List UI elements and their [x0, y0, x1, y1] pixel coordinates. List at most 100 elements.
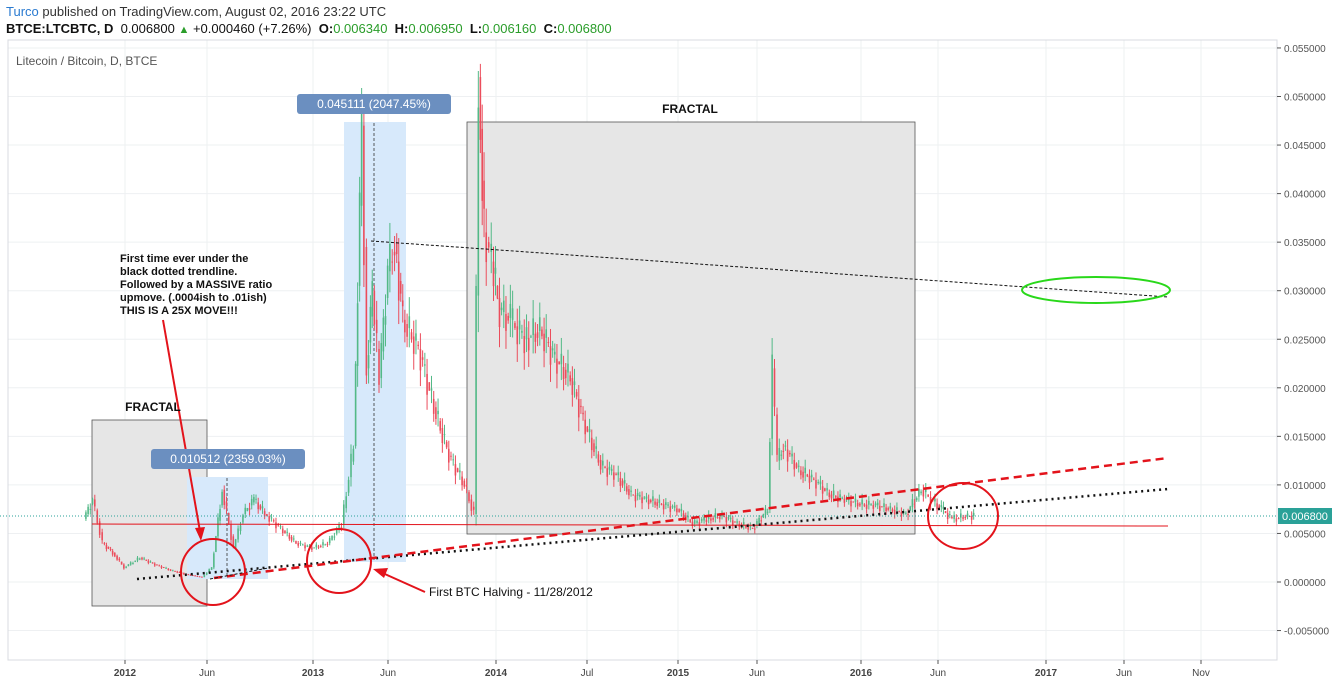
candle-body	[120, 561, 123, 565]
symbol-label: BTCE:LTCBTC, D	[6, 21, 114, 36]
candle-body	[619, 477, 622, 486]
y-tick-label: 0.020000	[1284, 384, 1326, 395]
candle-body	[804, 467, 807, 474]
price-change: +0.000460 (+7.26%)	[192, 21, 312, 36]
candle-body	[389, 244, 391, 272]
measure-label-small-bg	[151, 449, 305, 469]
candle-body	[608, 466, 611, 470]
candle-body	[470, 499, 473, 511]
candle-body	[883, 503, 885, 507]
candle-body	[187, 574, 190, 576]
candle-body	[597, 454, 600, 463]
x-tick-label: Jun	[380, 668, 396, 679]
candle-body	[89, 508, 92, 510]
halving-arrow-line	[377, 570, 426, 593]
candle-body	[123, 564, 125, 569]
candle-body	[443, 434, 446, 436]
candle-body	[649, 500, 652, 503]
candle-body	[929, 497, 932, 505]
candle-body	[514, 323, 516, 328]
candle-body	[290, 536, 293, 541]
candle-body	[898, 511, 900, 513]
candle-body	[356, 303, 359, 366]
candle-body	[268, 516, 270, 522]
candle-body	[654, 501, 656, 505]
note-line-1: First time ever under the	[120, 253, 248, 265]
candle-body	[946, 513, 949, 520]
candle-body	[815, 480, 817, 489]
red-dashed-trendline	[213, 456, 1169, 580]
candle-body	[257, 502, 259, 510]
candle-body	[485, 232, 488, 263]
price-badge-bg	[1278, 508, 1332, 524]
candle-body	[786, 449, 789, 462]
chart-title: Litecoin / Bitcoin, D, BTCE	[16, 54, 157, 68]
candle-body	[760, 520, 763, 522]
candle-body	[691, 521, 694, 527]
candle-body	[261, 506, 264, 509]
candle-body	[395, 242, 398, 255]
candle-body	[716, 517, 719, 519]
candle-body	[354, 363, 357, 447]
candle-body	[784, 445, 787, 447]
fractal-box-large	[466, 121, 916, 535]
candle-body	[272, 520, 275, 522]
x-tick-label: Nov	[1192, 668, 1210, 679]
candle-body	[753, 528, 756, 530]
candle-body	[461, 476, 463, 486]
candle-body	[297, 543, 300, 546]
candle-body	[192, 575, 194, 577]
candle-body	[839, 494, 841, 498]
candle-body	[169, 569, 172, 571]
candle-body	[143, 558, 145, 560]
x-tick-label: 2014	[485, 668, 508, 679]
candle-body	[693, 520, 696, 524]
candle-body	[145, 559, 148, 561]
note-line-4: upmove. (.0004ish to .01ish)	[120, 292, 267, 304]
candle-body	[447, 448, 450, 463]
candle-body	[934, 498, 936, 502]
candle-body	[380, 343, 383, 379]
candle-body	[872, 505, 875, 509]
candle-body	[776, 414, 778, 455]
candle-body	[96, 510, 99, 523]
candle-body	[577, 398, 580, 418]
candle-body	[215, 536, 217, 552]
candle-body	[764, 508, 767, 515]
candle-body	[263, 511, 266, 517]
candle-body	[153, 563, 156, 566]
candle-body	[492, 261, 495, 287]
candle-body	[365, 247, 368, 376]
author-link[interactable]: Turco	[6, 4, 39, 19]
candle-body	[613, 472, 615, 480]
candle-body	[315, 544, 318, 548]
high-value: 0.006950	[408, 21, 463, 36]
candle-body	[459, 470, 461, 473]
candle-body	[244, 507, 247, 515]
candle-body	[221, 491, 223, 506]
candle-body	[826, 488, 828, 491]
candle-body	[198, 576, 201, 578]
y-tick-label: 0.045000	[1284, 141, 1326, 152]
candle-body	[731, 520, 734, 525]
candle-body	[756, 521, 758, 526]
candle-body	[406, 323, 408, 337]
candle-body	[915, 498, 918, 501]
candle-body	[582, 412, 584, 415]
y-tick-label: 0.030000	[1284, 287, 1326, 298]
candle-body	[972, 512, 975, 516]
candle-body	[421, 357, 424, 360]
candle-body	[324, 544, 327, 546]
candle-body	[710, 518, 712, 521]
candle-body	[304, 545, 306, 549]
candle-body	[569, 375, 571, 382]
candle-body	[393, 251, 396, 256]
candle-body	[205, 572, 208, 575]
candle-body	[896, 507, 898, 511]
measure-box-large	[344, 122, 406, 562]
candle-body	[281, 528, 284, 534]
x-tick-label: Jun	[749, 668, 765, 679]
x-tick-label: 2015	[667, 668, 690, 679]
candle-body	[703, 517, 705, 521]
